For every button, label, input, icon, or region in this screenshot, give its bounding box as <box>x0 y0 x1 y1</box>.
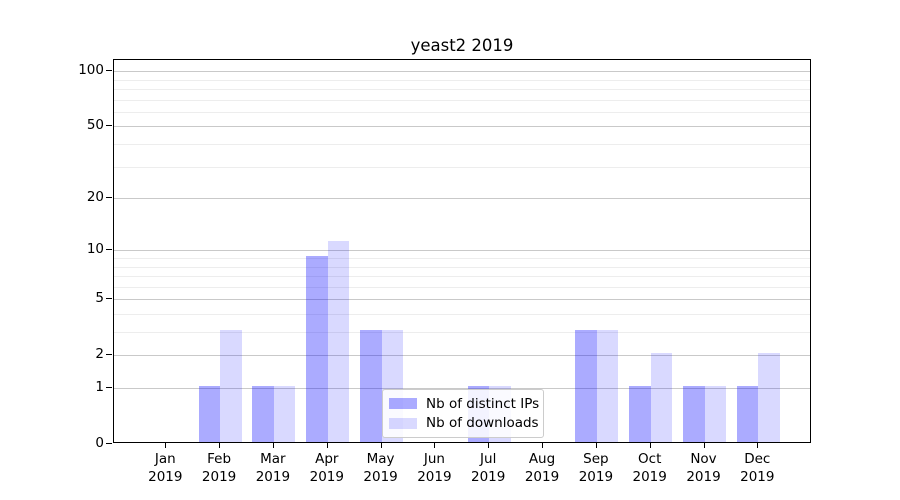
x-tick-mark <box>165 443 167 448</box>
gridline-100 <box>114 71 810 73</box>
x-tick-mark <box>326 443 328 448</box>
y-tick-label-10: 10 <box>86 241 104 258</box>
gridline-60 <box>114 111 810 113</box>
gridline-50 <box>114 126 810 128</box>
y-tick-mark <box>106 197 112 199</box>
y-tick-mark <box>106 125 112 127</box>
chart-title: yeast2 2019 <box>410 36 514 55</box>
gridline-10 <box>114 250 810 252</box>
x-tick-mark <box>542 443 543 448</box>
bar-nov-distinct-ips <box>683 386 705 442</box>
x-tick-label-jul: Jul 2019 <box>471 451 506 485</box>
bar-may-distinct-ips <box>360 330 382 442</box>
legend-label: Nb of distinct IPs <box>426 395 540 412</box>
x-tick-mark <box>595 443 597 448</box>
x-tick-label-dec: Dec 2019 <box>740 451 775 485</box>
bar-sep-downloads <box>596 330 619 442</box>
gridline-90 <box>114 79 810 81</box>
y-tick-label-50: 50 <box>86 117 104 134</box>
x-tick-label-sep: Sep 2019 <box>578 451 614 485</box>
y-tick-mark <box>106 387 112 388</box>
y-tick-label-1: 1 <box>95 379 104 395</box>
plot-area: Nb of distinct IPs Nb of downloads <box>113 59 811 443</box>
bar-dec-downloads <box>758 353 780 442</box>
y-tick-label-2: 2 <box>95 346 104 363</box>
y-tick-mark <box>106 354 112 356</box>
legend-swatch <box>389 417 417 429</box>
gridline-5 <box>114 299 810 301</box>
x-tick-label-jan: Jan 2019 <box>148 451 183 485</box>
x-tick-label-nov: Nov 2019 <box>686 451 721 485</box>
bar-mar-downloads <box>273 386 296 442</box>
gridline-6 <box>114 286 810 288</box>
legend: Nb of distinct IPs Nb of downloads <box>382 389 544 438</box>
gridline-2 <box>114 355 810 357</box>
gridline-70 <box>114 99 810 101</box>
x-tick-mark <box>703 443 705 448</box>
gridline-3 <box>114 332 810 333</box>
x-tick-label-aug: Aug 2019 <box>524 451 560 485</box>
gridline-8 <box>114 266 810 268</box>
y-tick-mark <box>106 249 112 251</box>
y-tick-mark <box>106 70 112 72</box>
legend-item-downloads: Nb of downloads <box>389 415 539 432</box>
bar-apr-downloads <box>327 241 350 442</box>
x-tick-label-may: May 2019 <box>363 451 398 485</box>
x-tick-label-mar: Mar 2019 <box>255 451 291 485</box>
y-tick-label-20: 20 <box>86 189 104 206</box>
x-tick-label-jun: Jun 2019 <box>417 451 452 485</box>
gridline-4 <box>114 314 810 315</box>
gridline-30 <box>114 166 810 168</box>
legend-swatch <box>389 398 417 410</box>
bar-feb-distinct-ips <box>198 386 221 442</box>
gridline-20 <box>114 198 810 200</box>
y-tick-label-0: 0 <box>95 435 104 451</box>
bar-oct-downloads <box>650 353 673 442</box>
x-tick-label-apr: Apr 2019 <box>309 451 344 485</box>
x-tick-mark <box>649 443 651 448</box>
gridline-40 <box>114 144 810 145</box>
bar-feb-downloads <box>220 330 242 442</box>
x-tick-mark <box>272 443 274 448</box>
gridline-7 <box>114 276 810 277</box>
y-tick-label-100: 100 <box>78 62 104 79</box>
x-tick-mark <box>434 443 436 448</box>
x-tick-label-oct: Oct 2019 <box>632 451 667 485</box>
y-tick-mark <box>106 443 112 444</box>
x-tick-mark <box>219 443 221 448</box>
x-tick-label-feb: Feb 2019 <box>201 451 237 485</box>
gridline-1 <box>114 388 810 389</box>
bar-oct-distinct-ips <box>629 386 651 442</box>
bar-apr-distinct-ips <box>306 256 328 442</box>
x-tick-mark <box>757 443 759 448</box>
bar-sep-distinct-ips <box>575 330 597 442</box>
gridline-80 <box>114 89 810 90</box>
y-tick-mark <box>106 298 112 300</box>
y-tick-label-5: 5 <box>95 290 104 307</box>
x-tick-mark <box>488 443 490 448</box>
bar-nov-downloads <box>704 386 726 442</box>
legend-item-distinct-ips: Nb of distinct IPs <box>389 395 540 412</box>
bar-dec-distinct-ips <box>736 386 759 442</box>
legend-label: Nb of downloads <box>426 415 539 432</box>
gridline-9 <box>114 258 810 259</box>
bar-mar-distinct-ips <box>252 386 274 442</box>
x-tick-mark <box>380 443 382 448</box>
